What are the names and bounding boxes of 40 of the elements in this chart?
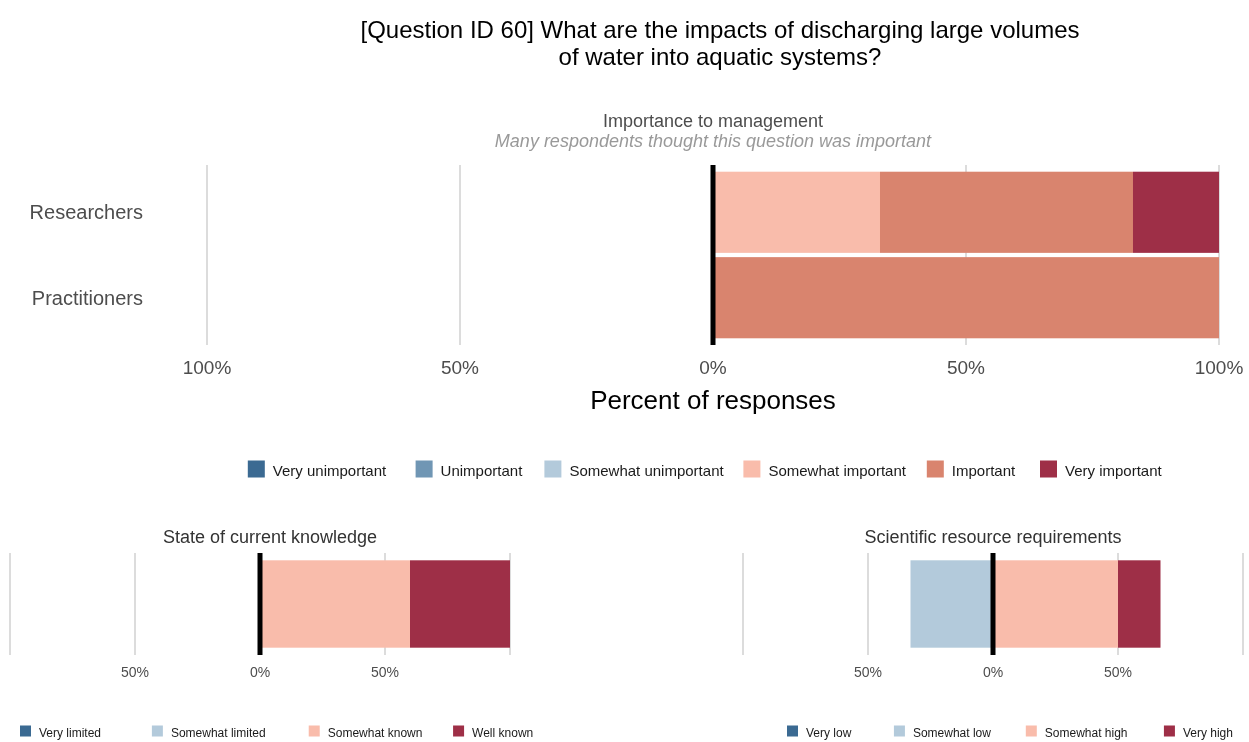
- x-tick-label: 0%: [249, 664, 271, 680]
- bar: [879, 171, 1133, 253]
- legend-label: Somewhat limited: [170, 725, 266, 740]
- legend-label: Very high: [1182, 725, 1233, 740]
- x-tick-label: 0%: [699, 357, 727, 378]
- legend-label: Important: [951, 461, 1016, 479]
- x-tick-label: 50%: [120, 664, 150, 680]
- legend-label: Unimportant: [440, 461, 524, 479]
- legend-label: Very low: [806, 725, 852, 740]
- bar: [910, 560, 993, 648]
- legend-label: Somewhat unimportant: [569, 461, 725, 479]
- chart-title: [Question ID 60] What are the impacts of discharging large volumes of water into aquatic systems?: [360, 16, 1080, 70]
- x-tick-label: 0%: [982, 664, 1004, 680]
- y-tick-label: Researchers: [29, 201, 143, 224]
- x-tick-label: 50%: [440, 357, 480, 378]
- x-tick-label: 100%: [182, 357, 232, 378]
- y-tick-label: Practitioners: [31, 286, 143, 309]
- chart-title: State of current knowledge: [162, 527, 378, 547]
- chart-title: Scientific resource requirements: [864, 527, 1122, 547]
- legend-label: Somewhat important: [768, 461, 907, 479]
- x-tick-label: 50%: [946, 357, 986, 378]
- x-tick-label: 50%: [1103, 664, 1133, 680]
- legend-label: Very limited: [39, 725, 102, 740]
- legend-label: Somewhat low: [912, 725, 992, 740]
- bar: [1118, 560, 1161, 648]
- x-axis-title: Percent of responses: [590, 385, 836, 415]
- legend-label: Well known: [472, 725, 534, 740]
- text: Many respondents thought this question was important: [494, 131, 933, 151]
- x-tick-label: 50%: [370, 664, 400, 680]
- bar: [713, 257, 1219, 339]
- x-tick-label: 100%: [1194, 357, 1244, 378]
- chart-subtitle: Importance to management: [602, 111, 824, 131]
- bar: [1132, 171, 1219, 253]
- legend-label: Very unimportant: [272, 461, 388, 479]
- bar: [993, 560, 1118, 648]
- bar: [713, 171, 880, 253]
- x-tick-label: 50%: [853, 664, 883, 680]
- legend-label: Very important: [1065, 461, 1163, 479]
- legend-label: Somewhat known: [327, 725, 423, 740]
- legend-label: Somewhat high: [1044, 725, 1128, 740]
